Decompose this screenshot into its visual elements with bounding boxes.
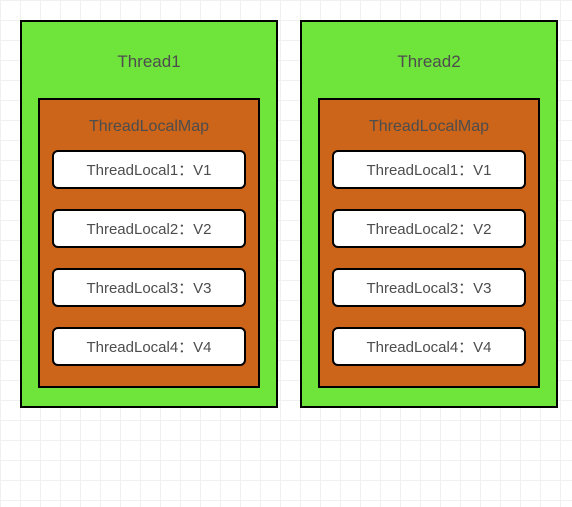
- map-title: ThreadLocalMap: [369, 100, 489, 150]
- map-entry: ThreadLocal1：V1: [52, 150, 246, 189]
- map-entry: ThreadLocal1：V1: [332, 150, 526, 189]
- map-entry: ThreadLocal2：V2: [52, 209, 246, 248]
- map-entry: ThreadLocal4：V4: [52, 327, 246, 366]
- map-entry: ThreadLocal3：V3: [52, 268, 246, 307]
- thread-title: Thread1: [117, 22, 180, 98]
- thread-box-2: Thread2 ThreadLocalMap ThreadLocal1：V1 T…: [300, 20, 558, 408]
- diagram-container: Thread1 ThreadLocalMap ThreadLocal1：V1 T…: [0, 0, 572, 428]
- map-entry: ThreadLocal3：V3: [332, 268, 526, 307]
- threadlocalmap-box: ThreadLocalMap ThreadLocal1：V1 ThreadLoc…: [38, 98, 260, 388]
- threadlocalmap-box: ThreadLocalMap ThreadLocal1：V1 ThreadLoc…: [318, 98, 540, 388]
- map-entry: ThreadLocal4：V4: [332, 327, 526, 366]
- map-title: ThreadLocalMap: [89, 100, 209, 150]
- map-entry: ThreadLocal2：V2: [332, 209, 526, 248]
- thread-title: Thread2: [397, 22, 460, 98]
- thread-box-1: Thread1 ThreadLocalMap ThreadLocal1：V1 T…: [20, 20, 278, 408]
